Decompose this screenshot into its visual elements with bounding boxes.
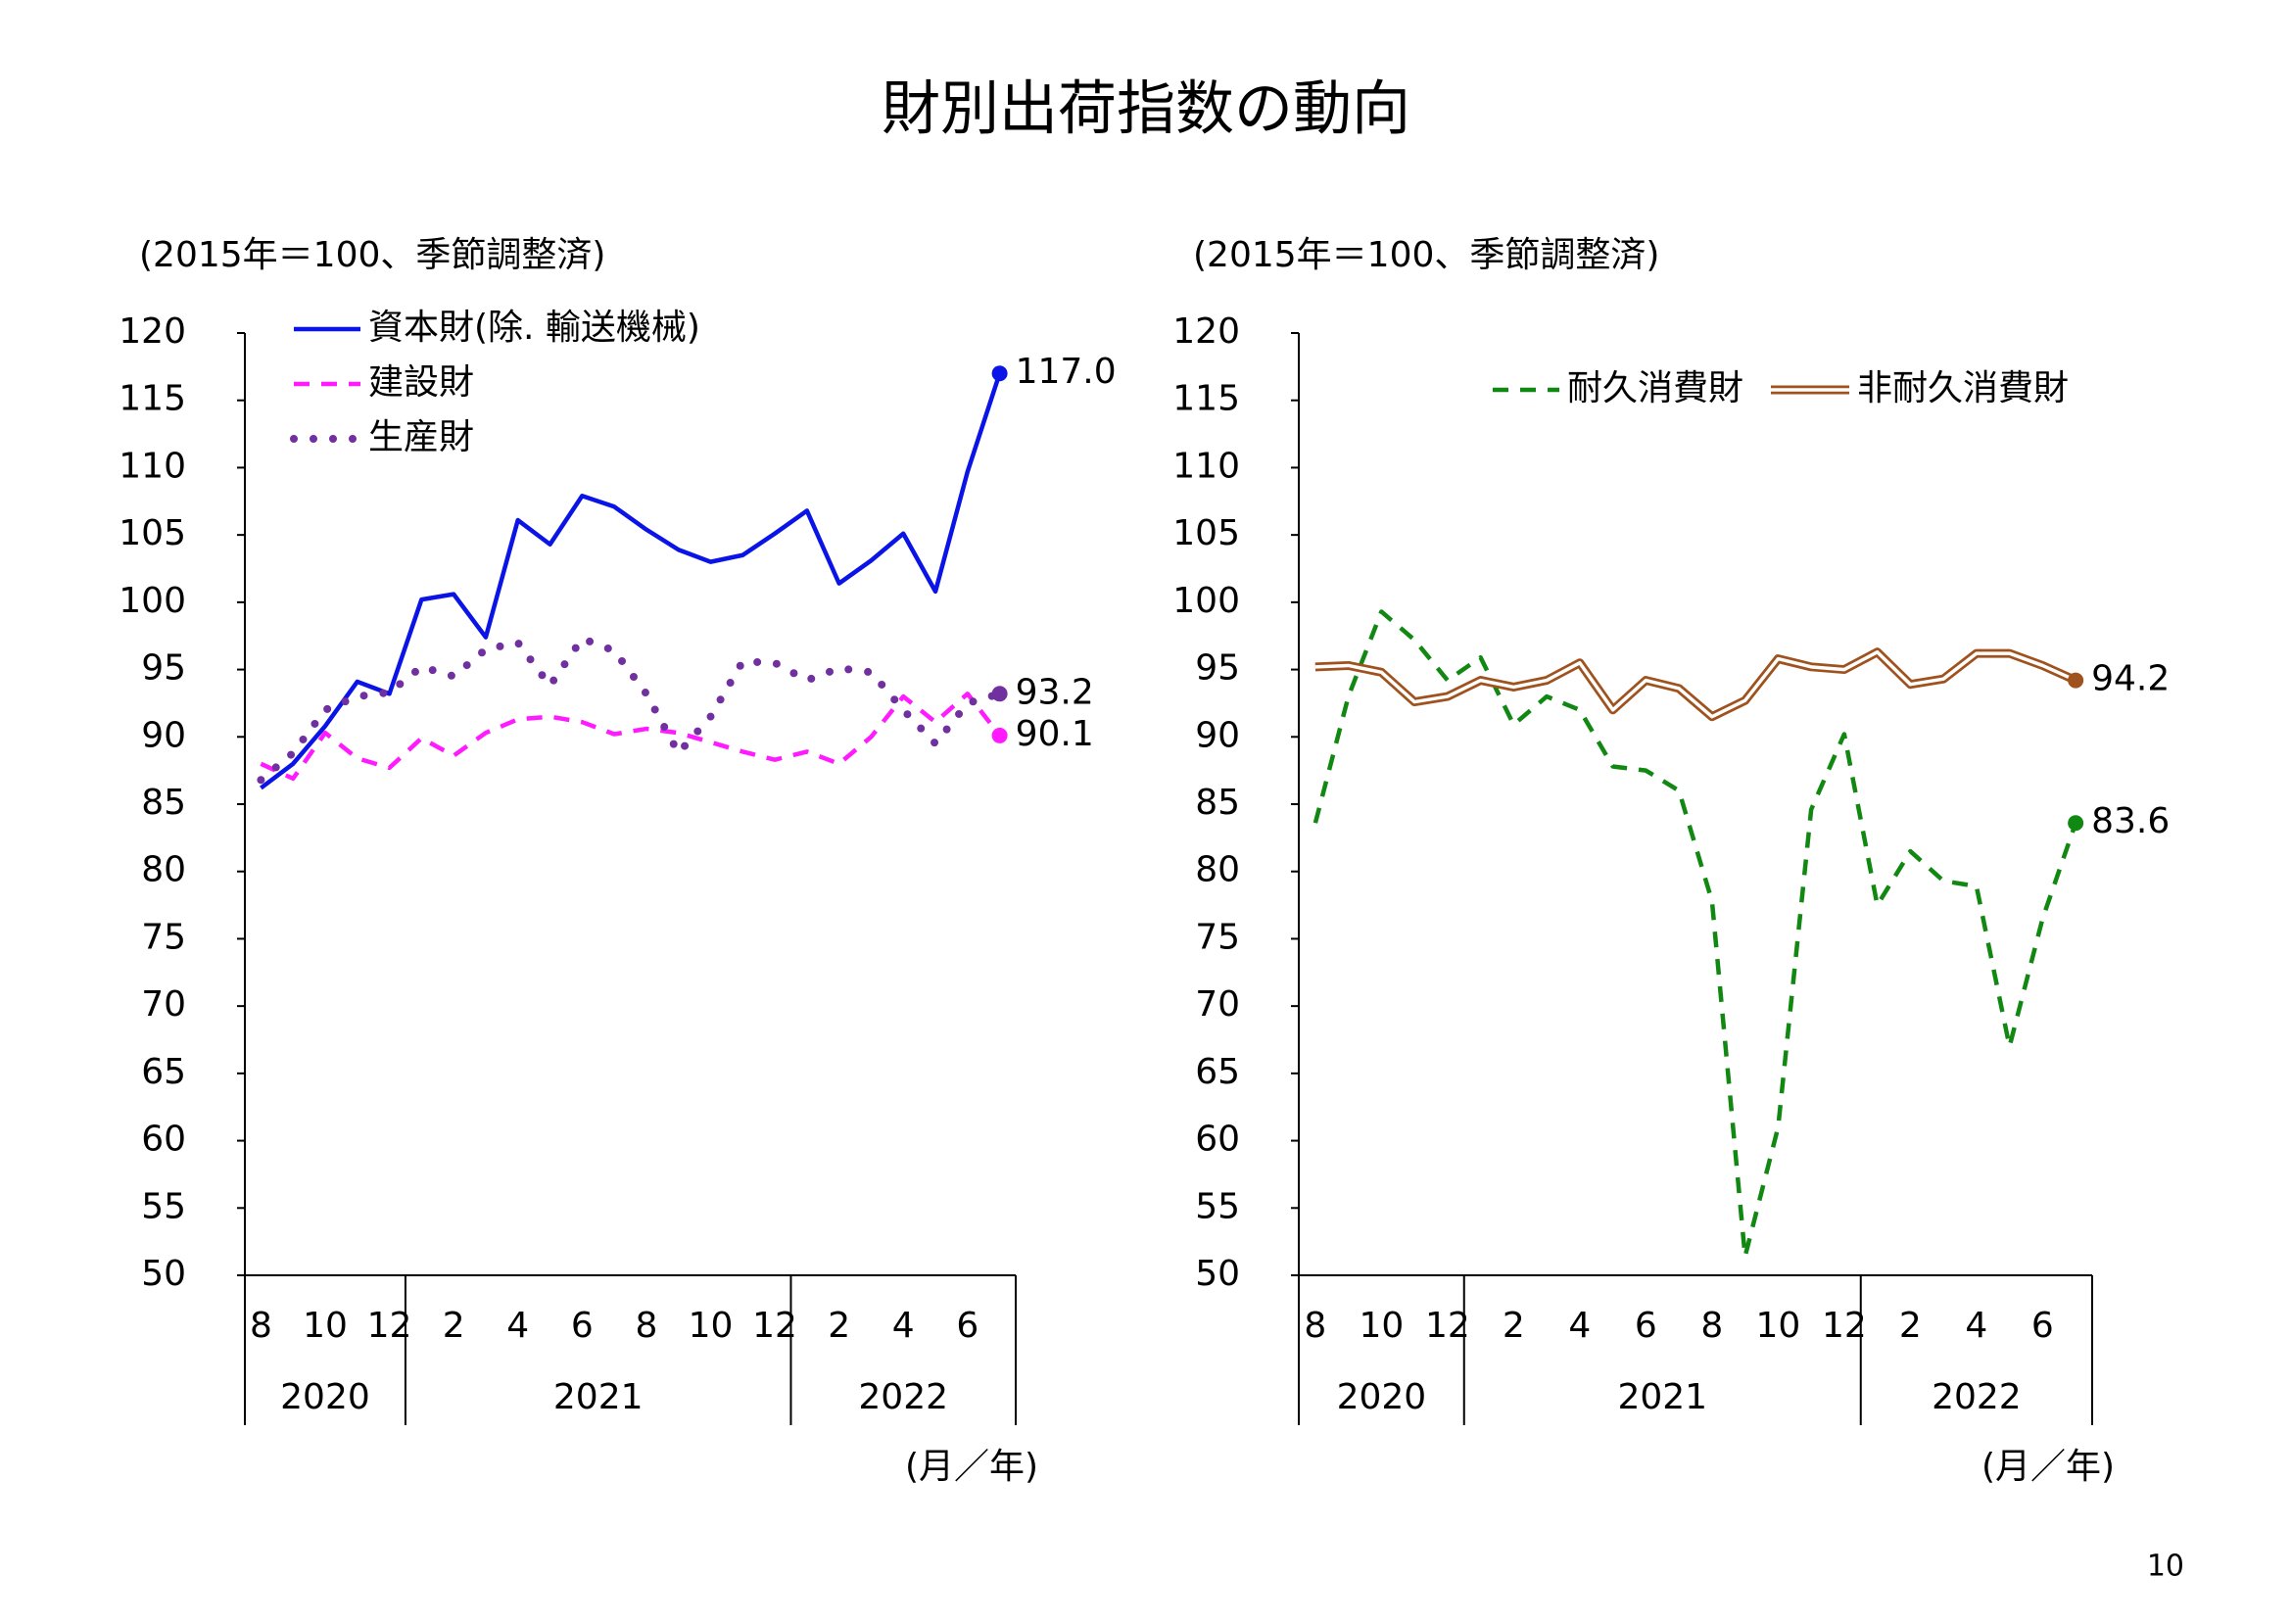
x-tick-label: 10	[689, 1306, 734, 1346]
year-label: 2020	[1337, 1377, 1427, 1417]
x-axis-label: (月／年)	[1981, 1447, 2115, 1487]
legend-label: 建設財	[368, 362, 474, 403]
y-tick-label: 80	[141, 850, 186, 890]
x-tick-label: 8	[635, 1306, 657, 1346]
x-tick-label: 8	[250, 1306, 272, 1346]
y-tick-label: 55	[1195, 1186, 1240, 1226]
subtitle: (2015年＝100、季節調整済)	[139, 235, 605, 275]
x-tick-label: 4	[1568, 1306, 1591, 1346]
y-tick-label: 60	[1195, 1120, 1240, 1160]
legend-label: 資本財(除. 輸送機械)	[368, 308, 700, 348]
value-label: 117.0	[1016, 352, 1117, 392]
y-tick-label: 110	[119, 446, 186, 486]
y-tick-label: 90	[1195, 715, 1240, 755]
x-tick-label: 12	[1822, 1306, 1867, 1346]
x-tick-label: 10	[1755, 1306, 1800, 1346]
x-tick-label: 10	[303, 1306, 348, 1346]
x-tick-label: 2	[1899, 1306, 1922, 1346]
y-tick-label: 90	[141, 715, 186, 755]
y-tick-label: 85	[1195, 783, 1240, 823]
x-tick-label: 6	[956, 1306, 978, 1346]
x-axis-label: (月／年)	[905, 1447, 1038, 1487]
y-tick-label: 105	[1172, 513, 1240, 553]
x-tick-label: 6	[1635, 1306, 1657, 1346]
x-tick-label: 6	[571, 1306, 594, 1346]
x-tick-label: 2	[443, 1306, 465, 1346]
y-tick-label: 60	[141, 1120, 186, 1160]
x-tick-label: 12	[752, 1306, 797, 1346]
year-label: 2022	[1932, 1377, 2022, 1417]
y-tick-label: 100	[119, 581, 186, 621]
y-tick-label: 95	[1195, 648, 1240, 689]
page-title: 財別出荷指数の動向	[882, 75, 1410, 144]
y-tick-label: 115	[1172, 379, 1240, 419]
x-tick-label: 12	[367, 1306, 412, 1346]
subtitle: (2015年＝100、季節調整済)	[1193, 235, 1659, 275]
page-number: 10	[2147, 1550, 2184, 1584]
x-tick-label: 10	[1359, 1306, 1404, 1346]
year-label: 2022	[858, 1377, 948, 1417]
y-tick-label: 115	[119, 379, 186, 419]
x-tick-label: 4	[892, 1306, 915, 1346]
y-tick-label: 65	[1195, 1052, 1240, 1092]
x-tick-label: 4	[506, 1306, 529, 1346]
value-label: 93.2	[1016, 672, 1094, 712]
legend-label: 非耐久消費財	[1857, 368, 2069, 408]
x-tick-label: 8	[1304, 1306, 1326, 1346]
y-tick-label: 75	[141, 917, 186, 957]
series-line	[1313, 609, 2078, 1260]
x-tick-label: 4	[1965, 1306, 1987, 1346]
legend-label: 耐久消費財	[1567, 368, 1743, 408]
value-label: 94.2	[2091, 659, 2170, 699]
y-tick-label: 55	[141, 1186, 186, 1226]
y-tick-label: 85	[141, 783, 186, 823]
y-tick-label: 70	[1195, 984, 1240, 1025]
y-tick-label: 120	[119, 311, 186, 352]
y-tick-label: 110	[1172, 446, 1240, 486]
year-label: 2021	[553, 1377, 644, 1417]
y-tick-label: 105	[119, 513, 186, 553]
series-line-inner	[1314, 649, 2076, 719]
end-marker	[991, 727, 1008, 743]
series-line	[260, 692, 1002, 782]
end-marker	[991, 686, 1008, 702]
series-line	[1314, 647, 2077, 722]
value-label: 90.1	[1016, 714, 1094, 754]
y-tick-label: 50	[141, 1254, 186, 1294]
series-line	[257, 634, 1004, 785]
end-marker	[2068, 815, 2084, 832]
end-marker	[2068, 672, 2084, 689]
x-tick-label: 8	[1700, 1306, 1723, 1346]
y-tick-label: 70	[141, 984, 186, 1025]
x-tick-label: 2	[1503, 1306, 1525, 1346]
value-label: 83.6	[2091, 801, 2170, 841]
y-tick-label: 75	[1195, 917, 1240, 957]
year-label: 2020	[280, 1377, 370, 1417]
y-tick-label: 120	[1172, 311, 1240, 352]
y-tick-label: 100	[1172, 581, 1240, 621]
legend-label: 生産財	[368, 417, 474, 457]
y-tick-label: 65	[141, 1052, 186, 1092]
x-tick-label: 2	[828, 1306, 850, 1346]
end-marker	[991, 365, 1008, 382]
x-tick-label: 12	[1425, 1306, 1470, 1346]
y-tick-label: 80	[1195, 850, 1240, 890]
y-tick-label: 95	[141, 648, 186, 689]
x-tick-label: 6	[2031, 1306, 2054, 1346]
year-label: 2021	[1617, 1377, 1707, 1417]
y-tick-label: 50	[1195, 1254, 1240, 1294]
